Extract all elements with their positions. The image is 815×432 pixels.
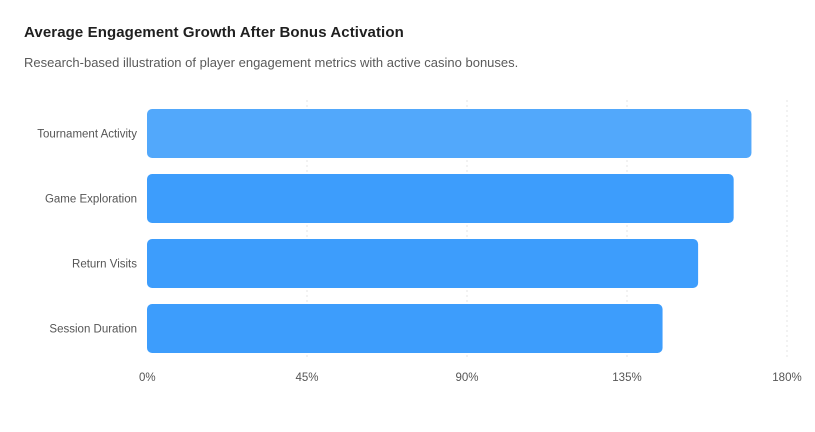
category-label: Session Duration <box>49 324 137 336</box>
bar-tournament-activity[interactable] <box>147 109 752 158</box>
chart-title: Average Engagement Growth After Bonus Ac… <box>24 24 404 41</box>
bar-session-duration[interactable] <box>147 304 663 353</box>
bar-game-exploration[interactable] <box>147 174 734 223</box>
category-label: Return Visits <box>72 259 137 271</box>
category-label: Game Exploration <box>45 194 137 206</box>
x-tick-label: 0% <box>139 372 156 384</box>
x-tick-label: 45% <box>295 372 318 384</box>
x-tick-label: 180% <box>772 372 801 384</box>
x-tick-label: 135% <box>612 372 641 384</box>
bar-return-visits[interactable] <box>147 239 699 288</box>
x-tick-label: 90% <box>455 372 478 384</box>
chart-subtitle: Research-based illustration of player en… <box>24 55 519 70</box>
category-label: Tournament Activity <box>37 129 137 141</box>
